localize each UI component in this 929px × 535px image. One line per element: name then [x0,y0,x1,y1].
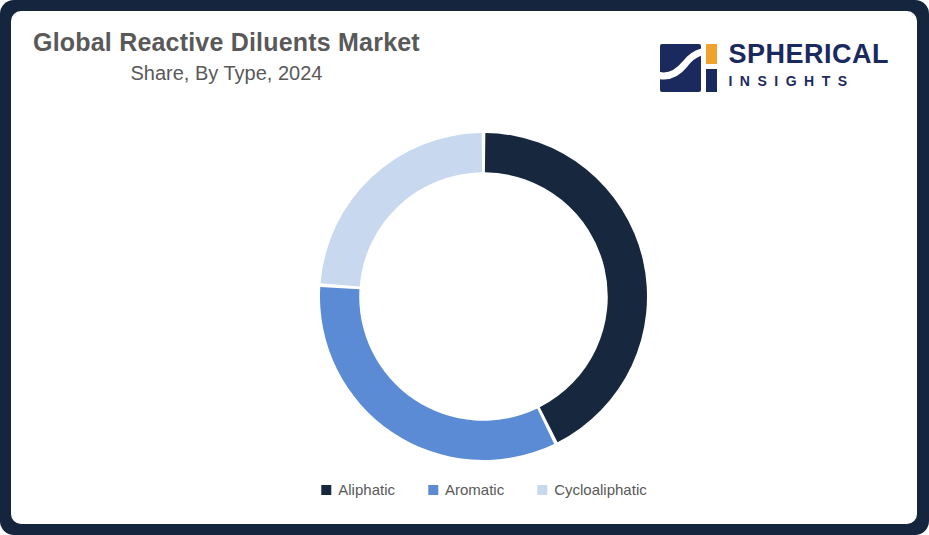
legend-item-aliphatic: Aliphatic [321,481,395,498]
brand-tagline: INSIGHTS [728,73,889,89]
brand-logo: SPHERICAL INSIGHTS [660,40,889,93]
brand-logo-text: SPHERICAL INSIGHTS [728,40,889,89]
logo-bar-navy [706,69,717,92]
donut-chart [313,126,654,467]
donut-segment-cycloaliphatic [321,133,483,287]
chart-panel: Global Reactive Diluents Market Share, B… [11,11,917,524]
legend-swatch-icon [321,485,331,495]
legend-label: Aromatic [445,481,504,498]
legend-label: Cycloaliphatic [554,481,647,498]
chart-legend: Aliphatic Aromatic Cycloaliphatic [321,481,646,498]
legend-label: Aliphatic [338,481,395,498]
brand-logo-icon [660,43,717,93]
legend-item-aromatic: Aromatic [428,481,504,498]
logo-bar-orange [706,44,717,64]
legend-swatch-icon [428,485,438,495]
legend-item-cycloaliphatic: Cycloaliphatic [537,481,647,498]
donut-segment-aliphatic [485,133,647,442]
donut-segment-aromatic [320,287,554,460]
outer-frame: Global Reactive Diluents Market Share, B… [0,0,929,535]
chart-subtitle: Share, By Type, 2024 [33,62,420,85]
chart-header: Global Reactive Diluents Market Share, B… [33,28,420,85]
brand-name: SPHERICAL [728,40,889,70]
chart-title: Global Reactive Diluents Market [33,28,420,57]
legend-swatch-icon [537,485,547,495]
